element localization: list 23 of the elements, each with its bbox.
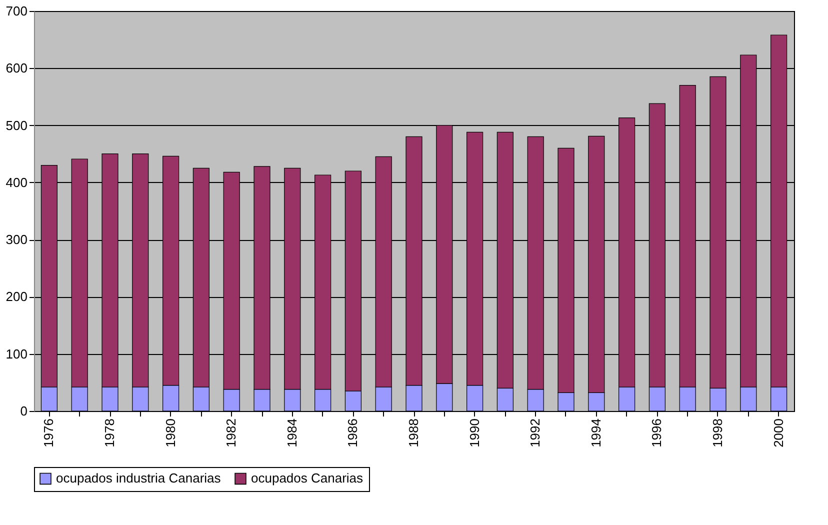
y-tick-label: 300 xyxy=(6,232,28,248)
x-tick-label: 1978 xyxy=(102,418,117,448)
y-tick-label: 200 xyxy=(6,289,28,304)
x-tick-label: 1984 xyxy=(284,418,300,448)
y-tick-label: 700 xyxy=(6,4,28,18)
x-tick-label: 1992 xyxy=(528,418,543,448)
legend-label: ocupados industria Canarias xyxy=(56,470,222,486)
x-tick-label: 1982 xyxy=(224,418,239,448)
y-tick-label: 100 xyxy=(6,346,28,362)
x-tick-label: 1998 xyxy=(710,418,725,448)
x-tick-label: 2000 xyxy=(770,418,786,448)
y-tick-label: 400 xyxy=(6,174,28,190)
x-tick-label: 1986 xyxy=(345,418,360,448)
x-tick-label: 1976 xyxy=(41,418,56,448)
x-tick-label: 1988 xyxy=(406,418,421,448)
x-tick-label: 1990 xyxy=(466,418,482,448)
y-tick-label: 600 xyxy=(6,60,28,76)
legend-label: ocupados Canarias xyxy=(251,470,364,486)
x-tick-label: 1994 xyxy=(588,418,604,448)
x-tick-label: 1980 xyxy=(162,418,178,448)
y-tick-label: 0 xyxy=(20,404,28,418)
y-tick-label: 500 xyxy=(6,118,28,133)
x-tick-label: 1996 xyxy=(649,418,664,448)
